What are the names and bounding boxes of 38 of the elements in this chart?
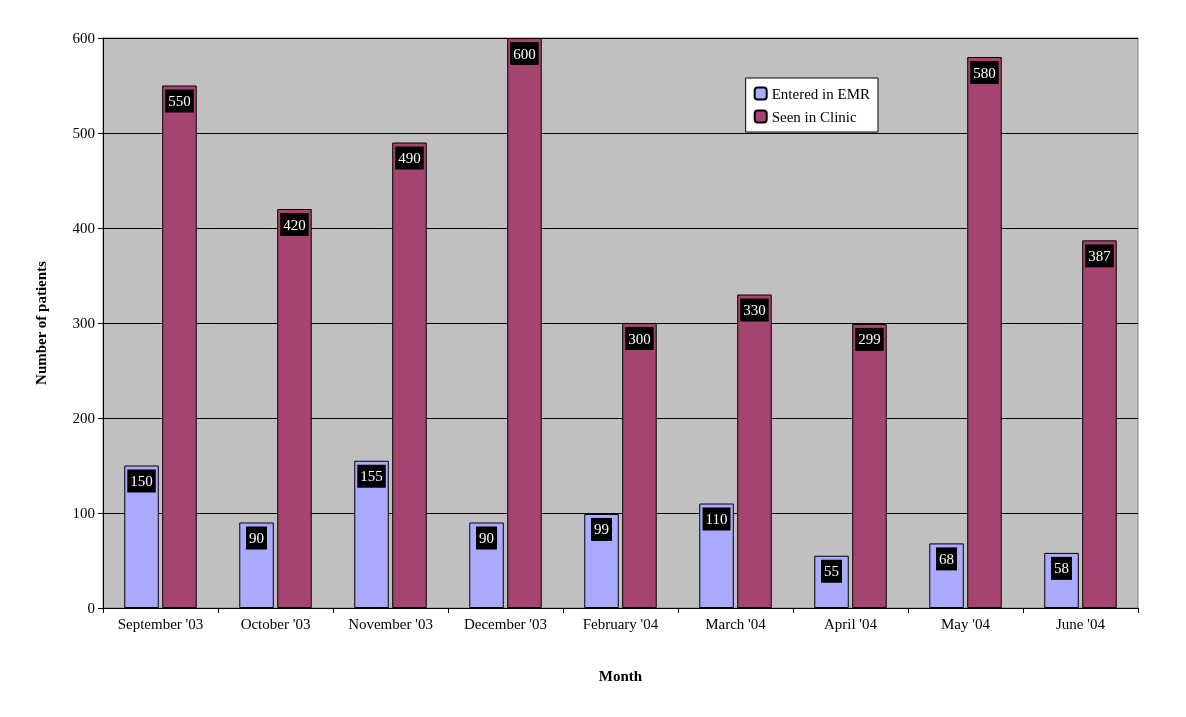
data-label: 387 xyxy=(1088,247,1112,264)
data-label: 580 xyxy=(973,64,996,81)
x-tick-label: November '03 xyxy=(348,615,433,632)
data-label: 55 xyxy=(824,563,840,580)
legend-label: Seen in Clinic xyxy=(771,108,858,125)
x-tick-label: April '04 xyxy=(823,615,878,632)
x-tick-label: March '04 xyxy=(705,615,767,632)
x-tick-label: February '04 xyxy=(582,615,659,632)
y-tick-label: 0 xyxy=(87,600,95,616)
x-tick-label: December '03 xyxy=(463,615,548,632)
data-label: 420 xyxy=(283,216,306,233)
data-label: 90 xyxy=(249,530,265,546)
legend-label: Entered in EMR xyxy=(771,85,871,102)
data-label: 68 xyxy=(939,550,955,567)
y-tick-label: 500 xyxy=(72,125,95,141)
x-tick-label: May '04 xyxy=(941,615,991,632)
data-label: 150 xyxy=(130,473,153,489)
data-label: 490 xyxy=(398,150,421,166)
data-label: 300 xyxy=(628,330,651,347)
x-tick-label: June '04 xyxy=(1056,615,1106,632)
data-label: 550 xyxy=(168,93,191,109)
x-tick-label: September '03 xyxy=(117,615,204,632)
data-label: 90 xyxy=(479,530,495,546)
y-tick-label: 300 xyxy=(72,315,95,331)
x-axis-title: Month xyxy=(598,667,643,684)
data-label: 600 xyxy=(513,45,536,62)
y-tick-label: 600 xyxy=(72,30,95,46)
data-label: 110 xyxy=(705,511,728,527)
data-label: 299 xyxy=(858,331,881,348)
y-tick-label: 200 xyxy=(72,410,95,426)
data-label: 330 xyxy=(743,302,766,318)
x-tick-label: October '03 xyxy=(240,615,311,632)
data-label: 155 xyxy=(360,468,383,485)
y-tick-label: 100 xyxy=(72,505,95,521)
data-label: 58 xyxy=(1054,560,1070,577)
y-axis-title: Number of patients xyxy=(32,260,49,385)
data-label: 99 xyxy=(594,521,610,538)
y-tick-label: 400 xyxy=(72,220,95,236)
